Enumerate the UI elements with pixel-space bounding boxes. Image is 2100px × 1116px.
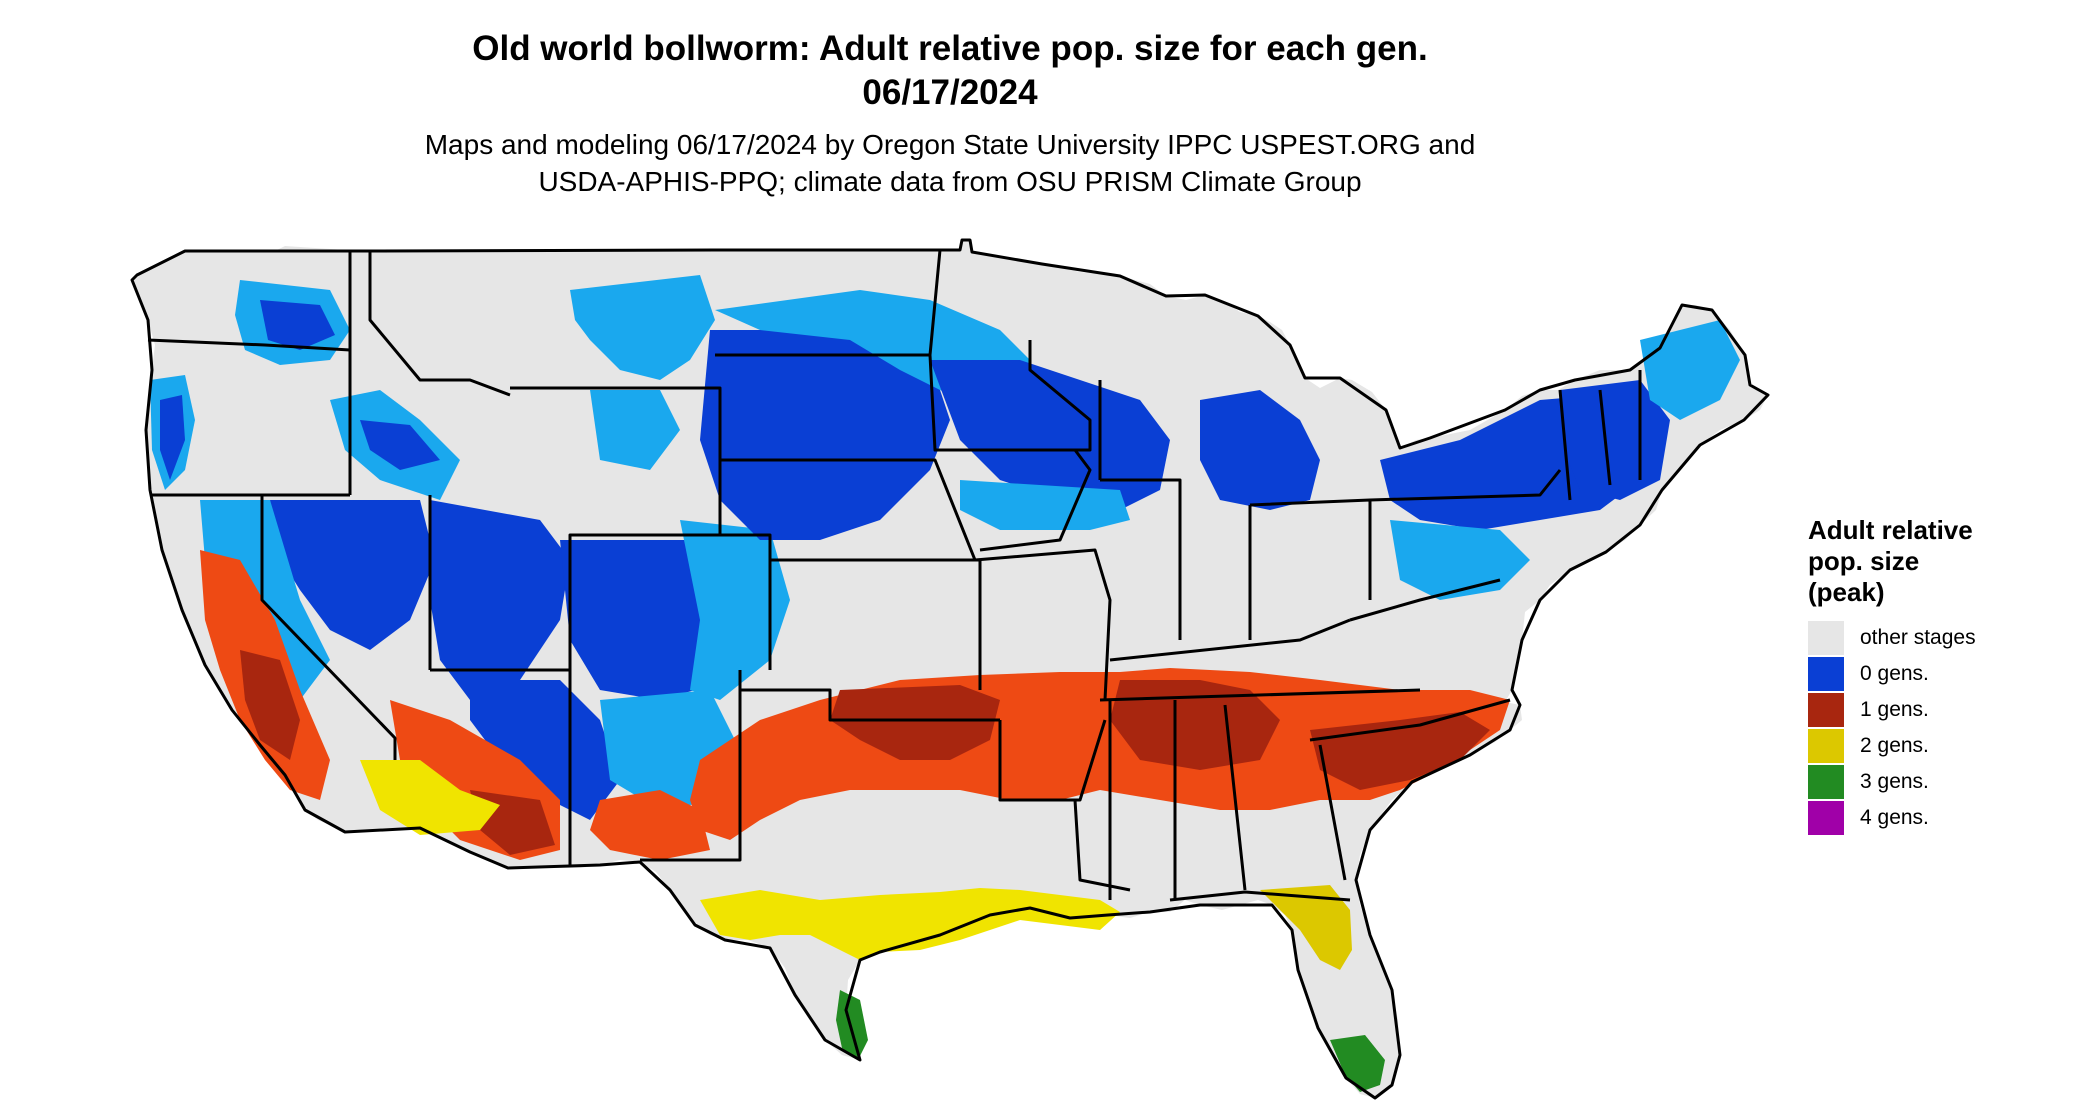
gen2-fl — [1260, 885, 1352, 970]
legend-swatch — [1808, 621, 1844, 655]
legend-item: 1 gens. — [1808, 692, 1976, 728]
legend-item: 2 gens. — [1808, 728, 1976, 764]
legend-swatch — [1808, 801, 1844, 835]
legend-label: 0 gens. — [1860, 662, 1929, 685]
legend-swatch — [1808, 693, 1844, 727]
border-mn — [928, 340, 1092, 452]
legend-swatch — [1808, 765, 1844, 799]
gen2-az — [360, 760, 500, 835]
gen2-gulf — [700, 888, 1120, 960]
legend-title: Adult relative pop. size (peak) — [1808, 515, 1976, 608]
gen1-nc — [1310, 712, 1490, 790]
gen0-or-coast-dark — [160, 395, 185, 480]
gen1-south-band-dark2 — [1110, 680, 1280, 770]
gen3-zones — [836, 990, 1385, 1092]
border-ia — [960, 448, 1092, 552]
border-va — [1349, 578, 1501, 622]
border-ok — [740, 688, 1000, 722]
gen0-mi — [1200, 390, 1320, 510]
border-ut-co — [570, 533, 772, 670]
border-wa-or — [147, 338, 351, 352]
gen0-ut — [430, 500, 570, 700]
border-ar — [998, 719, 1107, 802]
legend-title-line1: Adult relative — [1808, 515, 1973, 545]
legend-label: 4 gens. — [1860, 806, 1929, 829]
border-pa-ny — [1369, 469, 1562, 502]
border-ne-states — [1558, 370, 1642, 501]
border-ne — [720, 458, 977, 561]
gen0-ia-light — [960, 480, 1130, 530]
legend-swatch — [1808, 657, 1844, 691]
gen3-tx — [836, 990, 868, 1060]
border-mo — [974, 548, 1112, 701]
border-sc-nc — [1309, 698, 1511, 742]
border-il-in — [1100, 478, 1252, 640]
legend-title-line2: pop. size — [1808, 546, 1920, 576]
legend-item: other stages — [1808, 620, 1976, 656]
legend-title-line3: (peak) — [1808, 577, 1885, 607]
land — [132, 240, 1768, 1098]
border-nm-tx — [640, 670, 742, 862]
gen1-ca-dark — [240, 650, 300, 760]
legend-label: 3 gens. — [1860, 770, 1929, 793]
legend-label: 2 gens. — [1860, 734, 1929, 757]
border-la — [1073, 799, 1131, 892]
conus-outline — [130, 238, 1770, 1100]
border-id-mt — [368, 251, 511, 397]
gen0-wa-dark — [260, 300, 335, 350]
gen0-az-nm-north — [470, 680, 620, 820]
gen0-mt — [570, 275, 715, 380]
gen0-mn-wi — [930, 360, 1170, 510]
gen0-nv — [270, 500, 435, 650]
map-subtitle-line1: Maps and modeling 06/17/2024 by Oregon S… — [424, 129, 1476, 160]
legend-item: 4 gens. — [1808, 800, 1976, 836]
gen1-tx-west — [590, 790, 710, 860]
legend: Adult relative pop. size (peak) other st… — [1808, 515, 1976, 836]
map-subtitle-line2: USDA-APHIS-PPQ; climate data from OSU PR… — [538, 166, 1362, 197]
legend-label: 1 gens. — [1860, 698, 1929, 721]
gen0-co-light — [680, 520, 790, 700]
legend-item: 0 gens. — [1808, 656, 1976, 692]
gen0-me-light — [1640, 320, 1740, 420]
border-ga-al — [1223, 704, 1347, 891]
legend-items: other stages 0 gens. 1 gens. 2 gens. 3 g… — [1808, 620, 1976, 836]
gen1-south-band-dark — [830, 685, 1000, 760]
border-ky — [1109, 618, 1351, 662]
legend-item: 3 gens. — [1808, 764, 1976, 800]
map-title-line1: Old world bollworm: Adult relative pop. … — [472, 29, 1428, 68]
gen0-nv-light — [200, 500, 330, 700]
gen1-zones — [200, 550, 1510, 860]
border-tn — [1099, 688, 1421, 702]
map-title-date: 06/17/2024 — [862, 73, 1038, 112]
gen3-fl — [1330, 1035, 1385, 1092]
gen0-wy — [590, 390, 680, 470]
gen0-ne — [1560, 380, 1670, 500]
gen0-ne-sd — [700, 330, 950, 540]
legend-label: other stages — [1860, 626, 1976, 649]
gen2-zones — [360, 760, 1352, 970]
state-borders — [130, 238, 1770, 1100]
border-ca-nv — [260, 495, 397, 760]
border-ms-al — [1108, 700, 1177, 900]
legend-swatch — [1808, 729, 1844, 763]
gen0-id-dark — [360, 420, 440, 470]
border-fl-ga — [1169, 890, 1351, 902]
